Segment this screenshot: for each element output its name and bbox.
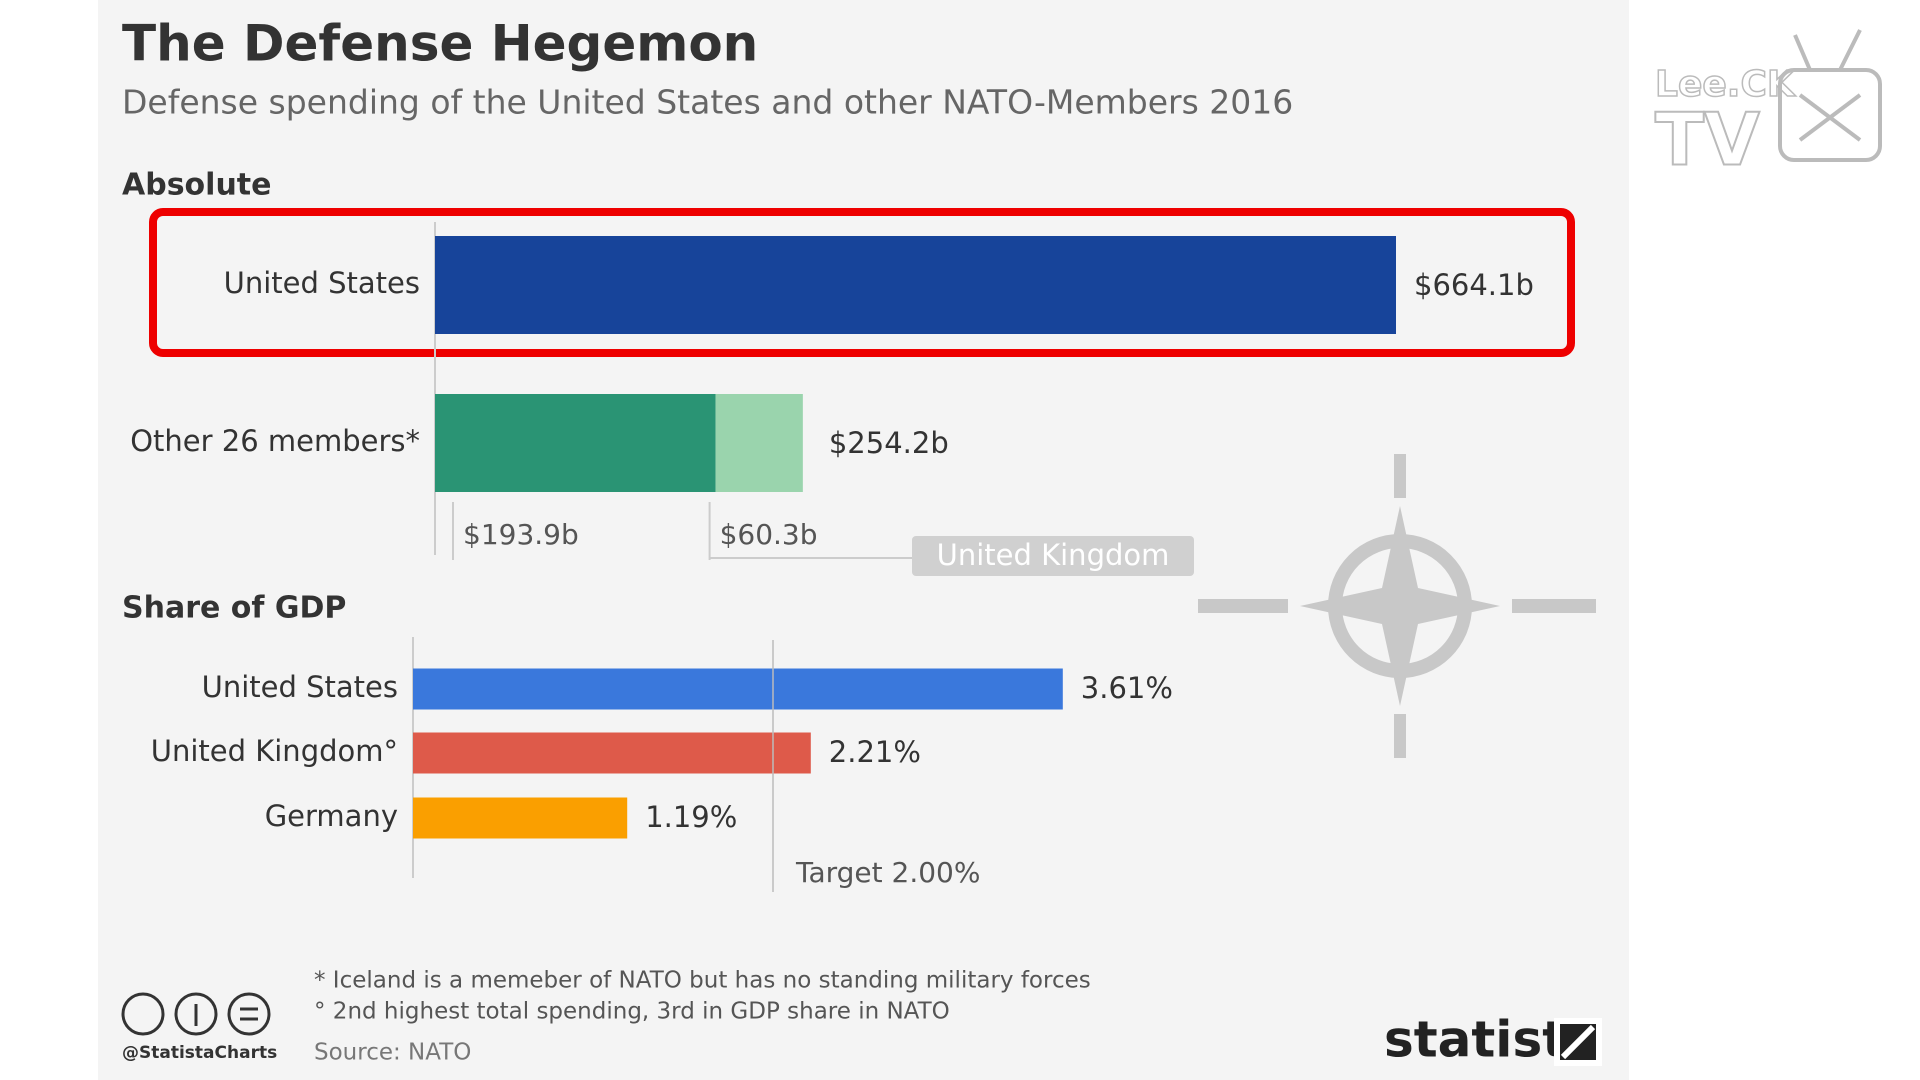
name-badge bbox=[912, 536, 1194, 576]
category-label: Other 26 members* bbox=[130, 424, 420, 458]
section-title: Absolute bbox=[122, 168, 272, 203]
handle: @StatistaCharts bbox=[122, 1043, 277, 1063]
watermark: Lee.CK bbox=[1655, 64, 1796, 105]
footnote: * Iceland is a memeber of NATO but has n… bbox=[314, 968, 1091, 994]
bar bbox=[413, 732, 811, 774]
title: The Defense Hegemon bbox=[122, 15, 758, 73]
brand-icon bbox=[1554, 1018, 1602, 1066]
category-label: Germany bbox=[265, 799, 398, 833]
total-label: $254.2b bbox=[829, 426, 949, 460]
watermark-icon bbox=[1778, 29, 1882, 162]
cc-icons bbox=[121, 992, 271, 1036]
segment-name: United Kingdom bbox=[937, 538, 1170, 572]
category-label: United States bbox=[224, 266, 420, 300]
value-label: $664.1b bbox=[1414, 268, 1534, 302]
footnote: ° 2nd highest total spending, 3rd in GDP… bbox=[314, 999, 950, 1025]
bar-segment bbox=[435, 394, 716, 492]
watermark: TV bbox=[1655, 98, 1760, 182]
section-title: Share of GDP bbox=[122, 591, 346, 626]
value-label: 1.19% bbox=[645, 800, 737, 834]
bar bbox=[413, 668, 1063, 710]
bar-segment bbox=[715, 394, 803, 492]
source: Source: NATO bbox=[314, 1040, 471, 1066]
bar-segment bbox=[435, 236, 1396, 334]
bar bbox=[413, 797, 628, 839]
category-label: United States bbox=[202, 670, 398, 704]
target-label: Target 2.00% bbox=[795, 856, 980, 889]
segment-label: $60.3b bbox=[720, 518, 818, 551]
nato-logo bbox=[1198, 454, 1596, 758]
category-label: United Kingdom° bbox=[151, 734, 398, 768]
value-label: 3.61% bbox=[1081, 671, 1173, 705]
subtitle: Defense spending of the United States an… bbox=[122, 83, 1293, 122]
segment-label: $193.9b bbox=[463, 518, 579, 551]
highlight-box bbox=[149, 208, 1575, 357]
value-label: 2.21% bbox=[829, 735, 921, 769]
